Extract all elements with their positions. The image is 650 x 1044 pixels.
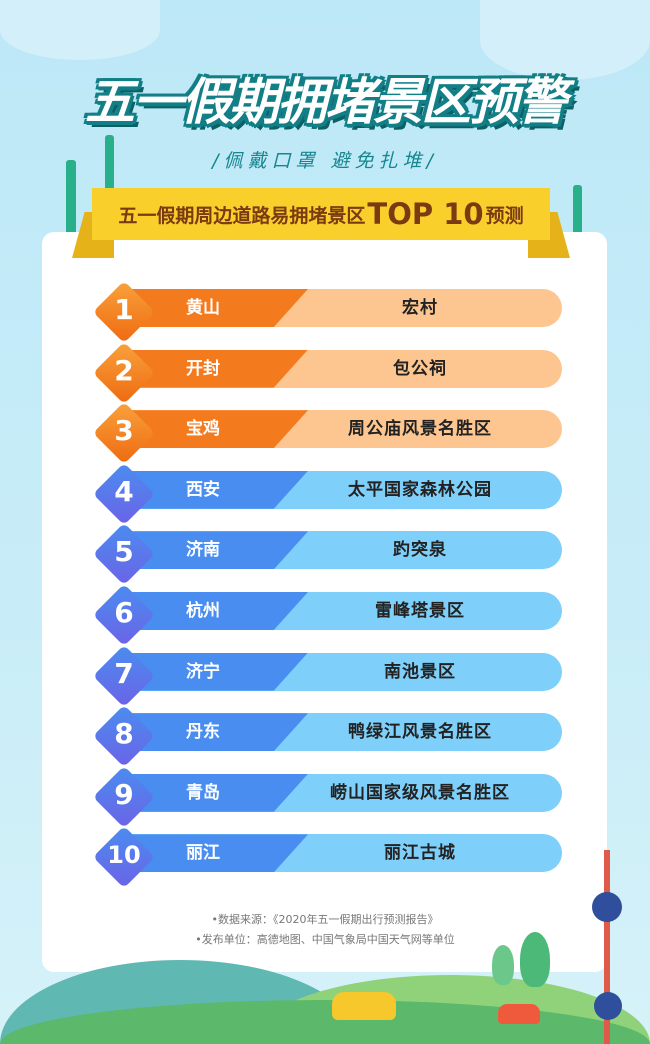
row-bar: 西安 太平国家森林公园	[118, 470, 562, 509]
ribbon-heading: 五一假期周边道路易拥堵景区 TOP 10 预测	[92, 188, 550, 240]
ranking-row: 青岛 崂山国家级风景名胜区 9	[92, 765, 562, 828]
rank-number: 8	[114, 717, 134, 751]
car-icon	[332, 992, 396, 1020]
scenic-spot-name: 包公祠	[393, 358, 447, 379]
ranking-row: 杭州 雷峰塔景区 6	[92, 583, 562, 647]
ribbon-suffix: 预测	[485, 204, 524, 227]
rank-number: 2	[114, 353, 134, 387]
ranking-row: 宝鸡 周公庙风景名胜区 3	[92, 402, 562, 465]
ranking-row: 济宁 南池景区 7	[92, 644, 562, 707]
scenic-spot-name: 南池景区	[384, 661, 456, 682]
bamboo-left	[66, 160, 76, 240]
city-name: 济南	[186, 540, 220, 561]
row-bar: 黄山 宏村	[118, 289, 562, 327]
scenic-spot-name: 雷峰塔景区	[375, 601, 465, 621]
cloud	[480, 0, 650, 80]
footer-publisher: •发布单位：高德地图、中国气象局中国天气网等单位	[195, 933, 455, 946]
city-name: 西安	[186, 479, 220, 500]
row-bar: 青岛 崂山国家级风景名胜区	[118, 773, 562, 812]
row-bar: 丹东 鸭绿江风景名胜区	[118, 713, 562, 752]
row-bar: 济宁 南池景区	[118, 652, 562, 691]
row-bar: 开封 包公祠	[118, 349, 562, 388]
city-name: 丽江	[186, 843, 220, 864]
scenic-spot-name: 宏村	[402, 298, 438, 318]
ranking-row: 西安 太平国家森林公园 4	[92, 462, 562, 525]
ranking-row: 济南 趵突泉 5	[92, 523, 562, 586]
bamboo-right	[573, 185, 582, 240]
footer-source: •数据来源：《2020年五一假期出行预测报告》	[211, 913, 439, 926]
city-name: 黄山	[186, 298, 220, 318]
city-name: 开封	[186, 358, 220, 379]
tree-icon	[520, 932, 550, 987]
scenic-spot-name: 趵突泉	[393, 540, 447, 561]
rank-number: 6	[114, 596, 134, 629]
tower-icon	[604, 850, 610, 1044]
rank-number: 7	[114, 656, 134, 690]
scenic-spot-name: 丽江古城	[384, 843, 456, 864]
ribbon-prefix: 五一假期周边道路易拥堵景区	[118, 204, 366, 227]
city-name: 济宁	[186, 661, 220, 682]
ranking-row: 黄山 宏村 1	[92, 280, 562, 344]
ranking-row: 丽江 丽江古城 10	[92, 826, 562, 889]
car-icon	[498, 1004, 540, 1024]
rank-number: 10	[107, 841, 141, 870]
ribbon-top: TOP 10	[367, 197, 484, 231]
scenic-spot-name: 崂山国家级风景名胜区	[330, 782, 510, 803]
bamboo-left	[105, 135, 114, 235]
subtitle: /佩戴口罩 避免扎堆/	[212, 150, 438, 172]
row-bar: 济南 趵突泉	[118, 531, 562, 570]
ranking-row: 丹东 鸭绿江风景名胜区 8	[92, 705, 562, 768]
city-name: 青岛	[186, 782, 220, 803]
rank-number: 9	[114, 777, 134, 811]
scenic-spot-name: 周公庙风景名胜区	[348, 419, 492, 440]
row-bar: 丽江 丽江古城	[118, 834, 562, 873]
scenic-spot-name: 鸭绿江风景名胜区	[348, 722, 492, 743]
tower-ball	[594, 992, 622, 1020]
rank-number: 5	[114, 535, 134, 569]
city-name: 杭州	[186, 601, 220, 621]
rank-number: 4	[114, 474, 134, 508]
tower-ball	[592, 892, 622, 922]
row-bar: 杭州 雷峰塔景区	[118, 592, 562, 630]
city-name: 宝鸡	[186, 419, 220, 440]
cloud	[0, 0, 160, 60]
scenic-spot-name: 太平国家森林公园	[348, 479, 492, 500]
city-name: 丹东	[186, 722, 220, 743]
tree-icon	[492, 945, 514, 985]
ranking-row: 开封 包公祠 2	[92, 341, 562, 404]
page-title: 五一假期拥堵景区预警	[85, 73, 567, 131]
rank-number: 3	[114, 414, 134, 448]
rank-number: 1	[114, 293, 134, 326]
row-bar: 宝鸡 周公庙风景名胜区	[118, 410, 562, 449]
